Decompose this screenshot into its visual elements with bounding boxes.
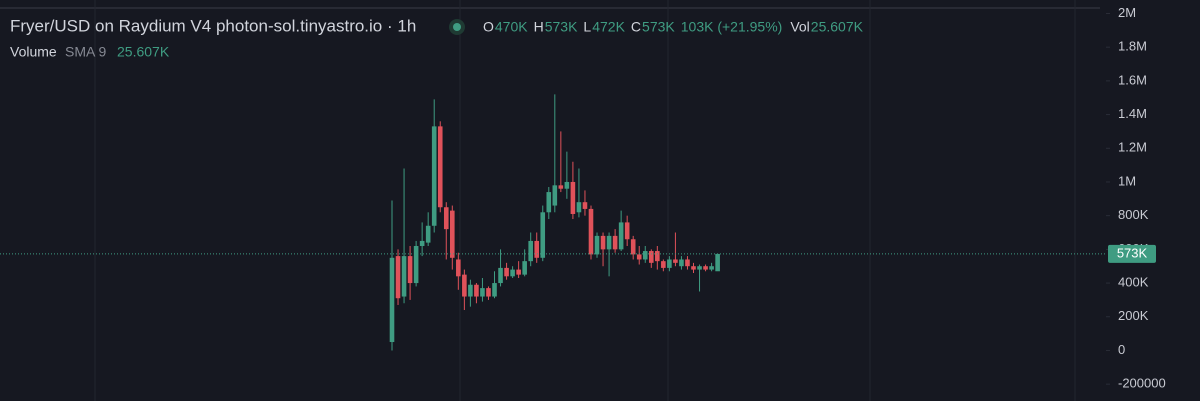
candle-body (667, 259, 672, 268)
candle-body (655, 251, 660, 262)
candle-body (534, 240, 540, 258)
candle-body (715, 253, 720, 272)
candle-body (450, 210, 455, 258)
candle-body (558, 185, 564, 189)
candle-body (576, 202, 582, 213)
candle-body (630, 239, 636, 255)
candle-body (679, 259, 684, 267)
chart-title: Fryer/USD on Raydium V4 photon-sol.tinya… (10, 16, 416, 35)
legend-value: 25.607K (811, 19, 864, 35)
legend-key: C (631, 19, 641, 35)
candle-body (474, 284, 479, 297)
candle-body (480, 288, 485, 297)
candle-body (510, 269, 515, 277)
legend-key: Vol (790, 19, 809, 35)
candle-body (606, 235, 612, 250)
y-tick-label: 1.6M (1118, 72, 1147, 87)
y-tick-label: 400K (1118, 274, 1149, 289)
candle-body (468, 284, 473, 297)
candle-body (389, 257, 395, 343)
y-tick-label: 2M (1118, 5, 1136, 20)
legend-key: O (483, 19, 494, 35)
candle-body (648, 251, 654, 263)
y-tick-label: 1.8M (1118, 39, 1147, 54)
candle-body (564, 181, 570, 189)
candle-body (691, 266, 696, 270)
status-dot (453, 23, 461, 31)
indicator-name: Volume (10, 44, 57, 60)
legend-value: 573K (642, 19, 675, 35)
y-tick-label: -200000 (1118, 376, 1166, 391)
candle-body (600, 235, 606, 250)
candle-body (588, 208, 594, 255)
candle-body (570, 181, 576, 214)
ohlc-legend: O 470K H 573K L 472K C 573K 103K (+21.95%) Vol 25.… (483, 19, 864, 35)
candle-body (443, 207, 449, 230)
candle-body (401, 256, 407, 297)
y-tick-label: 1.2M (1118, 140, 1147, 155)
legend-key: H (534, 19, 544, 35)
last-price-box (1108, 244, 1156, 263)
candle-body (636, 254, 642, 260)
candle-body (516, 269, 521, 275)
candle-body (413, 245, 419, 284)
y-tick-label: 0 (1118, 342, 1125, 357)
candle-body (618, 222, 624, 250)
y-tick-label: 1.4M (1118, 106, 1147, 121)
candle-body (546, 192, 552, 213)
candle-body (612, 235, 618, 250)
legend-value: 472K (592, 19, 625, 35)
candle-body (504, 267, 509, 277)
indicator-value: 25.607K (117, 44, 170, 60)
candle-body (540, 212, 546, 258)
legend-value: 573K (545, 19, 578, 35)
candle-body (419, 240, 425, 246)
candle-body (642, 251, 648, 260)
candle-body (462, 274, 467, 297)
candle-body (395, 256, 401, 299)
candle-body (498, 267, 503, 284)
candle-body (582, 202, 588, 209)
legend-key: L (583, 19, 591, 35)
candle-body (709, 266, 714, 270)
candle-body (492, 283, 497, 297)
legend-change: 103K (+21.95%) (681, 19, 783, 35)
y-tick-label: 800K (1118, 207, 1149, 222)
candle-body (594, 235, 600, 255)
candle-body (661, 261, 666, 268)
vertical-grid (94, 0, 1076, 401)
candle-body (552, 185, 558, 206)
candle-body (624, 222, 630, 240)
indicator-params: SMA 9 (65, 44, 106, 60)
candle-body (528, 240, 533, 262)
candle-body (437, 126, 443, 208)
candle-body (697, 266, 702, 270)
candle-body (522, 261, 527, 275)
y-tick-label: 200K (1118, 308, 1149, 323)
legend-value: 470K (495, 19, 528, 35)
y-tick-label: 1M (1118, 173, 1136, 188)
last-price-label: 573K (1117, 245, 1148, 260)
candle-body (673, 259, 678, 263)
candle-body (685, 259, 690, 267)
candle-body (456, 259, 461, 277)
candle-body (407, 256, 413, 284)
candle-body (703, 266, 708, 270)
candle-body (486, 288, 491, 297)
candle-body (431, 126, 437, 226)
candle-body (425, 225, 431, 243)
